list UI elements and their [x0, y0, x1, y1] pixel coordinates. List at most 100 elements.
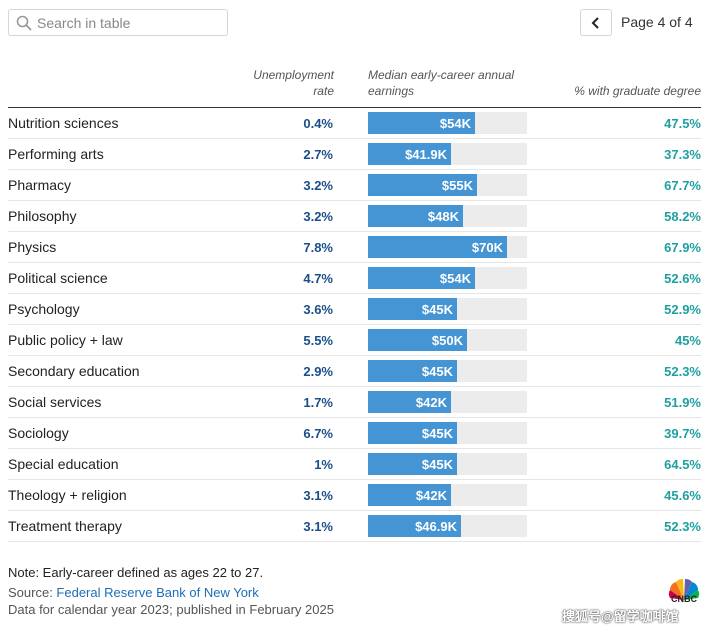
graduate-degree-rate: 37.3% — [664, 147, 701, 162]
table-row: Secondary education 2.9% $45K 52.3% — [8, 356, 701, 387]
unemployment-column-header[interactable]: Unemployment rate — [253, 68, 334, 98]
earnings-label: $45K — [421, 302, 453, 317]
graduate-column-header[interactable]: % with graduate degree — [574, 84, 701, 98]
earnings-label: $48K — [427, 209, 459, 224]
earnings-bar-track: $45K — [368, 360, 527, 382]
earnings-bar-track: $46.9K — [368, 515, 527, 537]
unemployment-rate: 6.7% — [303, 426, 333, 441]
search-input[interactable] — [37, 13, 223, 32]
earnings-bar: $54K — [368, 267, 475, 289]
unemployment-rate: 2.9% — [303, 364, 333, 379]
earnings-bar: $48K — [368, 205, 463, 227]
earnings-label: $50K — [431, 333, 463, 348]
unemployment-rate: 1% — [314, 457, 333, 472]
major-name: Theology + religion — [8, 487, 127, 503]
earnings-label: $42K — [415, 395, 447, 410]
graduate-degree-rate: 52.3% — [664, 519, 701, 534]
earnings-bar: $45K — [368, 422, 457, 444]
table-row: Treatment therapy 3.1% $46.9K 52.3% — [8, 511, 701, 542]
table-row: Pharmacy 3.2% $55K 67.7% — [8, 170, 701, 201]
earnings-bar: $42K — [368, 391, 451, 413]
earnings-label: $45K — [421, 457, 453, 472]
unemployment-rate: 5.5% — [303, 333, 333, 348]
major-name: Special education — [8, 456, 119, 472]
table-row: Physics 7.8% $70K 67.9% — [8, 232, 701, 263]
earnings-bar-track: $70K — [368, 236, 527, 258]
publication-note: Data for calendar year 2023; published i… — [8, 602, 334, 617]
unemployment-rate: 3.6% — [303, 302, 333, 317]
table-row: Sociology 6.7% $45K 39.7% — [8, 418, 701, 449]
earnings-label: $70K — [471, 240, 503, 255]
table-row: Psychology 3.6% $45K 52.9% — [8, 294, 701, 325]
earnings-label: $54K — [439, 271, 471, 286]
major-name: Secondary education — [8, 363, 140, 379]
earnings-bar-track: $41.9K — [368, 143, 527, 165]
graduate-degree-rate: 58.2% — [664, 209, 701, 224]
table-row: Theology + religion 3.1% $42K 45.6% — [8, 480, 701, 511]
table-row: Philosophy 3.2% $48K 58.2% — [8, 201, 701, 232]
unemployment-rate: 4.7% — [303, 271, 333, 286]
table-row: Performing arts 2.7% $41.9K 37.3% — [8, 139, 701, 170]
unemployment-rate: 7.8% — [303, 240, 333, 255]
earnings-label: $41.9K — [405, 147, 447, 162]
earnings-bar-track: $45K — [368, 298, 527, 320]
header-divider — [8, 107, 701, 108]
earnings-bar-track: $50K — [368, 329, 527, 351]
major-name: Philosophy — [8, 208, 77, 224]
cnbc-logo-text: CNBC — [671, 594, 697, 604]
graduate-degree-rate: 67.9% — [664, 240, 701, 255]
graduate-degree-rate: 67.7% — [664, 178, 701, 193]
graduate-degree-rate: 52.6% — [664, 271, 701, 286]
earnings-label: $54K — [439, 116, 471, 131]
previous-page-button[interactable] — [580, 9, 612, 36]
graduate-degree-rate: 45.6% — [664, 488, 701, 503]
earnings-bar: $55K — [368, 174, 477, 196]
major-name: Sociology — [8, 425, 69, 441]
graduate-degree-rate: 47.5% — [664, 116, 701, 131]
earnings-bar: $45K — [368, 453, 457, 475]
table-row: Public policy + law 5.5% $50K 45% — [8, 325, 701, 356]
earnings-bar: $50K — [368, 329, 467, 351]
unemployment-rate: 3.1% — [303, 519, 333, 534]
watermark: 搜狐号@留学咖啡馆 — [562, 609, 679, 624]
source-link[interactable]: Federal Reserve Bank of New York — [56, 585, 259, 600]
earnings-bar-track: $42K — [368, 391, 527, 413]
source-line: Source: Federal Reserve Bank of New York — [8, 585, 259, 600]
earnings-label: $55K — [441, 178, 473, 193]
earnings-bar-track: $55K — [368, 174, 527, 196]
unemployment-rate: 1.7% — [303, 395, 333, 410]
chevron-left-icon — [591, 17, 599, 29]
major-name: Public policy + law — [8, 332, 123, 348]
earnings-label: $45K — [421, 426, 453, 441]
table-row: Political science 4.7% $54K 52.6% — [8, 263, 701, 294]
unemployment-rate: 3.2% — [303, 178, 333, 193]
earnings-bar-track: $45K — [368, 422, 527, 444]
major-name: Physics — [8, 239, 57, 255]
major-name: Treatment therapy — [8, 518, 122, 534]
earnings-bar-track: $42K — [368, 484, 527, 506]
page-indicator: Page 4 of 4 — [621, 14, 693, 30]
major-name: Political science — [8, 270, 108, 286]
earnings-bar: $70K — [368, 236, 507, 258]
table-row: Special education 1% $45K 64.5% — [8, 449, 701, 480]
graduate-degree-rate: 45% — [674, 333, 701, 348]
table-row: Social services 1.7% $42K 51.9% — [8, 387, 701, 418]
search-box[interactable] — [8, 9, 228, 36]
search-icon — [16, 15, 32, 31]
unemployment-rate: 3.2% — [303, 209, 333, 224]
earnings-bar: $46.9K — [368, 515, 461, 537]
peacock-icon — [668, 578, 700, 600]
graduate-degree-rate: 39.7% — [664, 426, 701, 441]
earnings-bar-track: $45K — [368, 453, 527, 475]
graduate-degree-rate: 64.5% — [664, 457, 701, 472]
earnings-column-header[interactable]: Median early-career annual earnings — [368, 68, 515, 98]
earnings-bar-track: $54K — [368, 112, 527, 134]
major-name: Nutrition sciences — [8, 115, 119, 131]
major-name: Psychology — [8, 301, 80, 317]
earnings-label: $45K — [421, 364, 453, 379]
unemployment-rate: 3.1% — [303, 488, 333, 503]
major-name: Social services — [8, 394, 102, 410]
earnings-bar: $41.9K — [368, 143, 451, 165]
earnings-bar: $42K — [368, 484, 451, 506]
unemployment-rate: 2.7% — [303, 147, 333, 162]
